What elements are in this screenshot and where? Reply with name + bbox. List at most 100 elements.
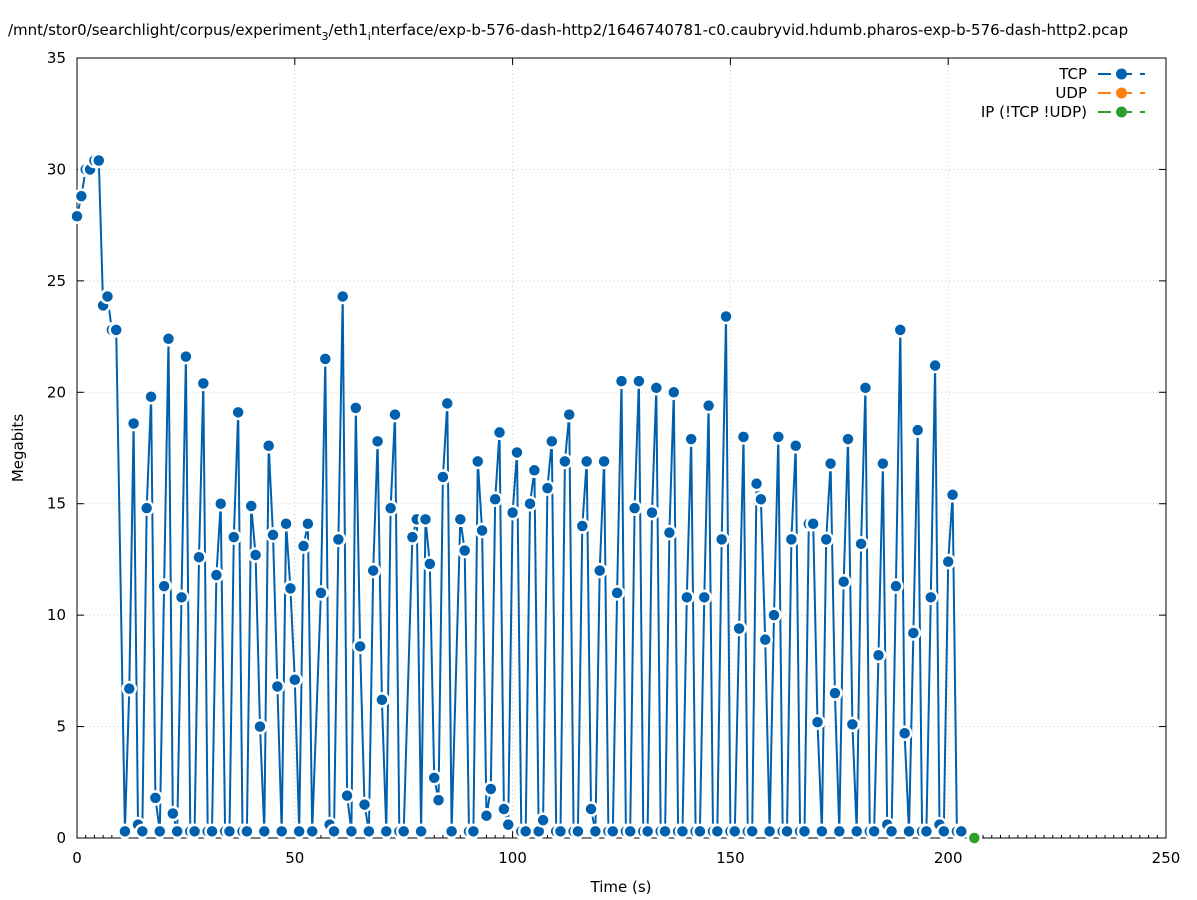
data-point <box>709 823 726 840</box>
legend-label: UDP <box>1055 84 1087 102</box>
data-point <box>578 453 595 470</box>
data-point <box>147 790 164 806</box>
data-point <box>378 823 395 840</box>
data-point <box>753 491 769 508</box>
data-point <box>348 400 364 416</box>
data-point <box>631 373 647 389</box>
data-point <box>787 438 804 454</box>
data-point <box>474 522 490 539</box>
data-point <box>696 589 713 606</box>
y-tick-label: 5 <box>56 718 66 736</box>
data-point <box>134 823 151 840</box>
data-point <box>382 500 399 516</box>
data-point <box>317 351 334 367</box>
legend-label: TCP <box>1058 65 1087 83</box>
data-point <box>178 348 194 365</box>
x-tick-label: 100 <box>498 849 527 867</box>
data-point <box>552 823 569 840</box>
data-point <box>535 812 551 828</box>
data-point <box>822 455 839 472</box>
data-point <box>666 384 682 401</box>
plot-frame <box>76 57 1167 839</box>
data-point <box>173 589 190 606</box>
data-point <box>221 823 238 840</box>
data-point <box>683 431 699 447</box>
data-point <box>212 495 229 512</box>
data-point <box>239 823 255 840</box>
series-line <box>76 159 962 833</box>
data-point <box>718 308 734 325</box>
data-point <box>905 625 922 641</box>
data-point <box>247 547 264 563</box>
data-point <box>204 823 220 840</box>
data-point <box>256 823 273 840</box>
data-point <box>352 638 368 655</box>
data-point <box>761 823 778 840</box>
data-point <box>526 462 543 479</box>
data-point <box>835 573 852 590</box>
data-point <box>561 406 577 423</box>
data-point <box>609 585 625 601</box>
data-point <box>69 208 85 224</box>
data-point <box>692 823 708 840</box>
data-point <box>966 830 983 846</box>
data-point <box>422 556 438 572</box>
data-point <box>727 823 743 840</box>
data-point <box>622 823 638 840</box>
x-tick-label: 50 <box>285 849 304 867</box>
data-point <box>138 500 155 516</box>
data-point <box>591 562 608 579</box>
data-point <box>156 578 172 594</box>
data-point <box>648 380 665 396</box>
data-point <box>496 801 512 817</box>
data-point <box>361 823 377 840</box>
x-tick-label: 200 <box>934 849 963 867</box>
data-point <box>853 536 869 552</box>
data-point <box>387 406 403 423</box>
data-point <box>539 480 556 496</box>
data-point <box>805 516 821 532</box>
data-point <box>417 511 434 528</box>
data-point <box>160 331 177 347</box>
data-point <box>883 823 900 840</box>
data-point <box>191 549 207 565</box>
data-point <box>404 529 421 545</box>
data-point <box>626 500 643 516</box>
data-point <box>243 498 259 514</box>
data-point <box>260 438 277 454</box>
data-point <box>413 823 429 840</box>
data-point <box>901 823 917 840</box>
data-point <box>478 807 495 824</box>
data-point <box>818 531 834 548</box>
data-point <box>304 823 320 840</box>
data-point <box>343 823 360 840</box>
legend-item: TCP <box>1058 65 1145 83</box>
legend-swatch-marker <box>1116 87 1127 99</box>
y-axis-label: Megabits <box>9 414 27 482</box>
data-point <box>766 607 782 623</box>
data-point <box>339 787 355 804</box>
data-point <box>953 823 970 840</box>
data-point <box>491 424 508 441</box>
data-point <box>679 589 695 606</box>
data-point <box>143 388 159 405</box>
data-point <box>509 444 525 461</box>
data-point <box>809 714 826 730</box>
data-point <box>226 529 242 545</box>
data-point <box>230 404 246 421</box>
x-tick-label: 150 <box>716 849 745 867</box>
data-point <box>870 647 887 664</box>
data-point <box>195 375 212 392</box>
data-point <box>265 527 281 543</box>
data-point <box>927 357 943 374</box>
series-layer <box>69 152 983 846</box>
legend-item: UDP <box>1055 84 1145 102</box>
legend-item: IP (!TCP !UDP) <box>981 103 1145 121</box>
data-point <box>435 469 451 485</box>
data-point <box>334 288 351 305</box>
chart-title: /mnt/stor0/searchlight/corpus/experiment… <box>8 21 1128 43</box>
data-point <box>108 322 124 338</box>
data-point <box>91 152 107 169</box>
data-point <box>866 823 882 840</box>
